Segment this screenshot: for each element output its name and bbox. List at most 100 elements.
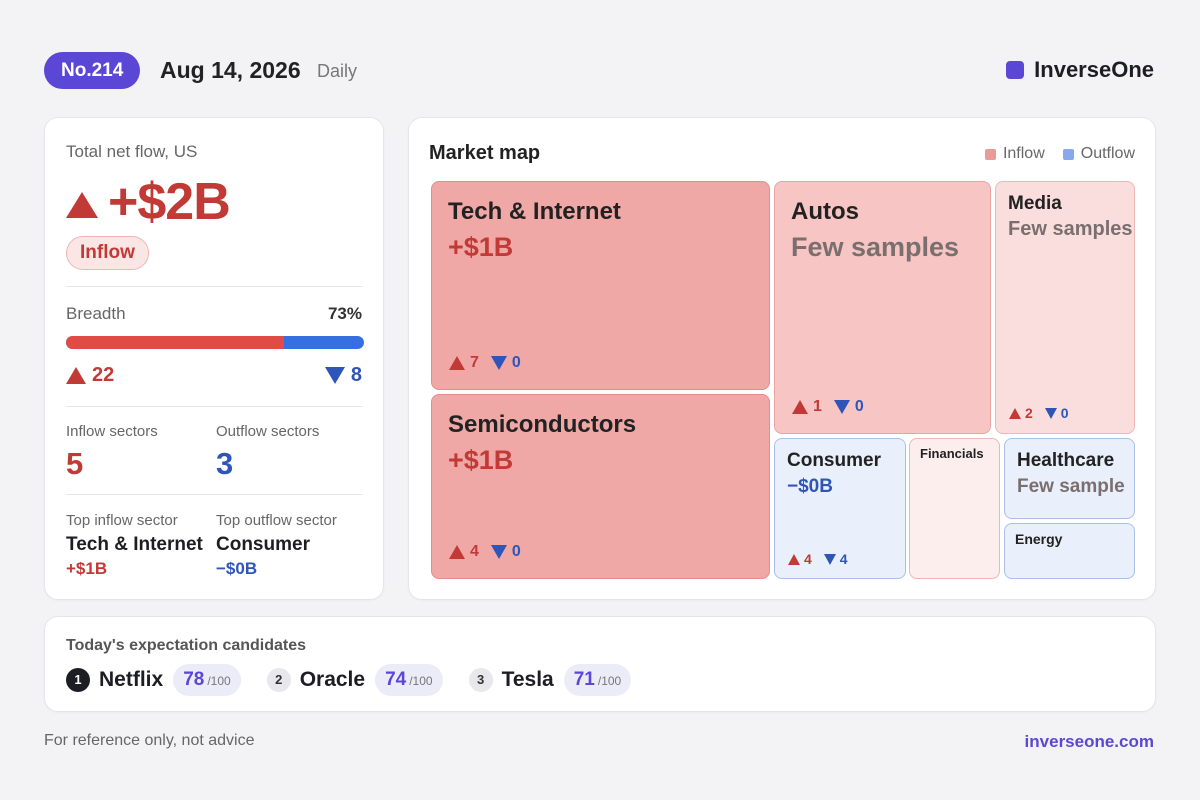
report-date: Aug 14, 2026 — [160, 57, 301, 83]
up-arrow-icon — [792, 400, 808, 414]
tile-name: Media — [1008, 193, 1062, 214]
score-max: /100 — [409, 674, 433, 688]
legend-item-outflow: Outflow — [1062, 145, 1135, 163]
up-arrow-icon — [449, 545, 465, 559]
outflow-sectors-value: 3 — [216, 446, 234, 481]
summary-title: Total net flow, US — [66, 142, 198, 161]
decliners-count: 8 — [324, 364, 362, 387]
tile-name: Financials — [920, 446, 984, 461]
score-value: 74 — [385, 669, 407, 690]
tile-up-count: 7 — [449, 354, 479, 372]
down-count-value: 0 — [1060, 405, 1069, 421]
tile-financials[interactable]: Financials — [909, 438, 1000, 579]
tile-value: Few sample — [1017, 476, 1125, 497]
top-inflow-value: +$1B — [66, 559, 108, 578]
inflow-sectors-value: 5 — [66, 446, 84, 481]
tile-counts: 2 0 — [1009, 405, 1069, 421]
candidate-name: Tesla — [501, 668, 554, 691]
tile-counts: 4 4 — [788, 551, 848, 567]
down-arrow-icon — [324, 367, 345, 384]
score-max: /100 — [207, 674, 231, 688]
divider — [66, 494, 363, 495]
disclaimer: For reference only, not advice — [44, 732, 255, 749]
tile-up-count: 4 — [788, 551, 812, 567]
up-arrow-icon — [66, 367, 86, 384]
tile-healthcare[interactable]: Healthcare Few sample — [1004, 438, 1135, 519]
up-count-value: 7 — [470, 354, 479, 371]
top-outflow-name: Consumer — [216, 534, 310, 555]
divider — [66, 286, 363, 287]
direction-badge: Inflow — [66, 236, 149, 270]
tile-down-count: 0 — [490, 543, 521, 561]
advancers-count: 22 — [66, 364, 114, 387]
score-value: 71 — [573, 669, 595, 690]
tile-value: Few samples — [1008, 218, 1133, 240]
report-frequency: Daily — [317, 61, 358, 81]
site-link[interactable]: inverseone.com — [1024, 732, 1154, 751]
score-value: 78 — [183, 669, 205, 690]
tile-down-count: 0 — [833, 398, 864, 416]
candidate-item[interactable]: 1 Netflix 78 /100 — [66, 664, 241, 696]
down-count-value: 0 — [511, 543, 521, 560]
tile-media[interactable]: Media Few samples 2 0 — [995, 181, 1135, 434]
header: No.214 Aug 14, 2026 Daily InverseOne — [44, 52, 1156, 90]
down-count-value: 4 — [839, 551, 848, 567]
up-arrow-icon — [66, 192, 98, 218]
rank-badge: 2 — [266, 668, 291, 692]
down-arrow-icon — [823, 553, 836, 565]
candidate-score: 71 /100 — [563, 664, 632, 696]
breadth-percent: 73% — [327, 304, 362, 323]
candidate-score: 74 /100 — [375, 664, 443, 696]
down-arrow-icon — [1044, 407, 1057, 419]
tile-down-count: 4 — [823, 551, 848, 567]
tile-up-count: 1 — [792, 398, 822, 416]
legend-swatch — [1062, 148, 1074, 160]
top-inflow-name: Tech & Internet — [66, 534, 203, 555]
candidate-item[interactable]: 3 Tesla 71 /100 — [468, 664, 632, 696]
tile-tech-internet[interactable]: Tech & Internet +$1B 7 0 — [431, 181, 770, 390]
legend-swatch — [984, 148, 996, 160]
decliners-value: 8 — [350, 364, 362, 386]
candidate-item[interactable]: 2 Oracle 74 /100 — [266, 664, 443, 696]
brand-logo-icon — [1006, 61, 1025, 79]
breadth-bar-fill — [66, 336, 284, 349]
tile-semiconductors[interactable]: Semiconductors +$1B 4 0 — [431, 394, 770, 579]
rank-badge: 3 — [468, 668, 493, 692]
tile-name: Tech & Internet — [448, 198, 621, 225]
total-net-flow-value: +$2B — [108, 173, 231, 231]
market-map-title: Market map — [429, 142, 541, 164]
down-arrow-icon — [490, 356, 507, 370]
tile-name: Consumer — [787, 450, 881, 471]
issue-badge: No.214 — [44, 52, 141, 89]
down-arrow-icon — [490, 545, 507, 559]
top-outflow-value: −$0B — [216, 559, 258, 578]
tile-up-count: 4 — [449, 543, 479, 561]
brand: InverseOne — [1006, 57, 1154, 83]
tile-name: Autos — [791, 198, 859, 225]
top-outflow-label: Top outflow sector — [216, 512, 337, 529]
up-count-value: 1 — [813, 398, 822, 415]
breadth-label: Breadth — [66, 304, 126, 323]
tile-name: Semiconductors — [448, 411, 637, 438]
tile-counts: 7 0 — [449, 354, 521, 372]
outflow-sectors-label: Outflow sectors — [216, 423, 320, 440]
breadth-bar — [66, 336, 364, 349]
down-count-value: 0 — [511, 354, 521, 371]
down-arrow-icon — [833, 400, 850, 414]
down-count-value: 0 — [854, 398, 864, 415]
tile-value: Few samples — [791, 232, 960, 262]
tile-name: Energy — [1015, 531, 1063, 547]
net-flow-summary-card: Total net flow, US +$2B Inflow Breadth 7… — [44, 117, 384, 600]
tile-energy[interactable]: Energy — [1004, 523, 1135, 579]
advancers-value: 22 — [92, 364, 115, 386]
tile-autos[interactable]: Autos Few samples 1 0 — [774, 181, 991, 434]
rank-badge: 1 — [66, 668, 90, 692]
divider — [66, 406, 363, 407]
tile-consumer[interactable]: Consumer −$0B 4 4 — [774, 438, 906, 579]
up-arrow-icon — [449, 356, 465, 370]
tile-counts: 1 0 — [792, 398, 864, 416]
market-map-card: Market map Inflow Outflow Tech & Interne… — [408, 117, 1156, 600]
tile-down-count: 0 — [490, 354, 521, 372]
tile-value: +$1B — [448, 445, 514, 475]
up-arrow-icon — [1009, 407, 1021, 419]
